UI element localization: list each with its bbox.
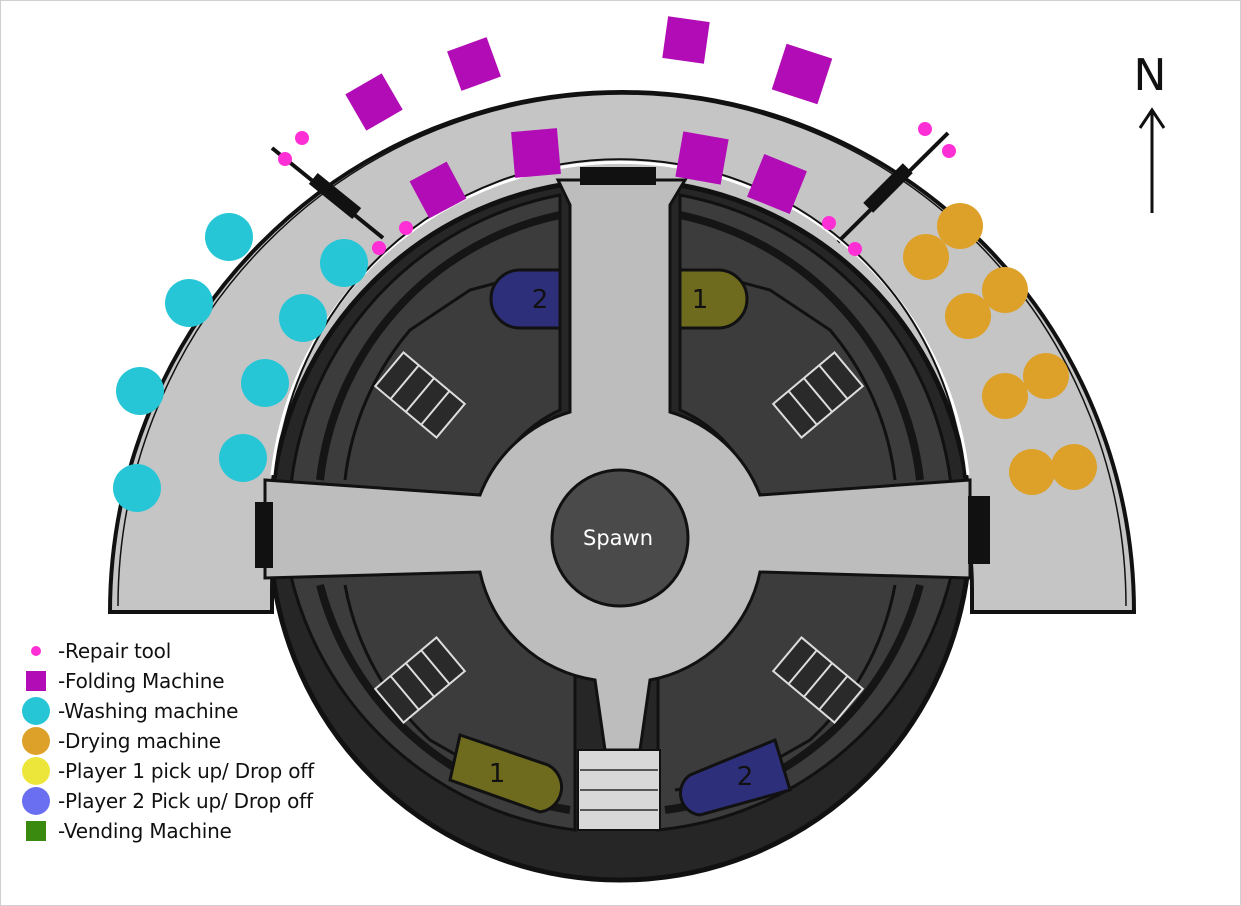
repair-tool (942, 144, 956, 158)
player2-dropoff-north: 2 (489, 268, 562, 330)
repair-tool (399, 221, 413, 235)
player1-dropoff-south: 1 (448, 733, 564, 814)
drying-machine (982, 267, 1028, 313)
legend-label: -Drying machine (58, 729, 221, 753)
washing-machine (320, 239, 368, 287)
repair-tools (278, 122, 956, 256)
folding-machine (409, 161, 467, 219)
folding-machines (345, 16, 833, 219)
legend-item-drying-machine: -Drying machine (14, 726, 314, 756)
north-label: N (1134, 50, 1167, 101)
repair-tool (278, 152, 292, 166)
folding-machine (675, 131, 729, 185)
drying-machines (903, 203, 1097, 495)
vending-machine-swatch (26, 821, 46, 841)
annex-wall-east (836, 131, 950, 244)
north-arrow: N (1134, 50, 1167, 213)
repair-tool (295, 131, 309, 145)
legend-item-washing-machine: -Washing machine (14, 696, 314, 726)
folding-machine (662, 16, 710, 64)
svg-text:2: 2 (532, 285, 549, 315)
repair-tool (848, 242, 862, 256)
drying-machine (1023, 353, 1069, 399)
player1-swatch (22, 757, 50, 785)
washing-machines (113, 213, 368, 512)
washing-machine (219, 434, 267, 482)
south-ramp (577, 749, 661, 831)
legend-label: -Repair tool (58, 639, 172, 663)
legend-label: -Player 1 pick up/ Drop off (58, 759, 314, 783)
repair-tool-swatch (31, 646, 41, 656)
legend-label: -Folding Machine (58, 669, 225, 693)
drying-machine (1009, 449, 1055, 495)
repair-tool (918, 122, 932, 136)
washing-machine (165, 279, 213, 327)
legend-item-repair-tool: -Repair tool (14, 636, 314, 666)
folding-machine (771, 43, 833, 105)
spawn-area (550, 468, 690, 608)
drying-machine (1051, 444, 1097, 490)
drying-machine (945, 293, 991, 339)
drying-machine (937, 203, 983, 249)
washing-machine (205, 213, 253, 261)
legend-item-player2: -Player 2 Pick up/ Drop off (14, 786, 314, 816)
player1-dropoff-north: 1 (678, 268, 749, 330)
svg-text:2: 2 (737, 762, 754, 792)
washing-machine (279, 294, 327, 342)
legend-label: -Washing machine (58, 699, 239, 723)
legend-item-vending-machine: -Vending Machine (14, 816, 314, 846)
repair-tool (822, 216, 836, 230)
svg-text:1: 1 (692, 285, 709, 315)
map-legend: -Repair tool -Folding Machine -Washing m… (14, 636, 314, 846)
washing-machine (113, 464, 161, 512)
svg-text:1: 1 (489, 759, 506, 789)
repair-tool (372, 241, 386, 255)
folding-machine-swatch (26, 671, 46, 691)
player2-swatch (22, 787, 50, 815)
folding-machine (345, 73, 403, 131)
stairs (373, 351, 865, 724)
drying-machine (982, 373, 1028, 419)
drying-machine (903, 234, 949, 280)
folding-machine (511, 128, 561, 178)
folding-machine (747, 154, 807, 214)
washing-machine (241, 359, 289, 407)
legend-label: -Player 2 Pick up/ Drop off (58, 789, 313, 813)
washing-machine-swatch (22, 697, 50, 725)
washing-machine (116, 367, 164, 415)
spawn-label: Spawn (583, 526, 653, 550)
legend-label: -Vending Machine (58, 819, 232, 843)
folding-machine (447, 37, 501, 91)
drying-machine-swatch (22, 727, 50, 755)
doors (255, 167, 990, 568)
legend-item-player1: -Player 1 pick up/ Drop off (14, 756, 314, 786)
player2-dropoff-south: 2 (679, 737, 792, 817)
legend-item-folding-machine: -Folding Machine (14, 666, 314, 696)
